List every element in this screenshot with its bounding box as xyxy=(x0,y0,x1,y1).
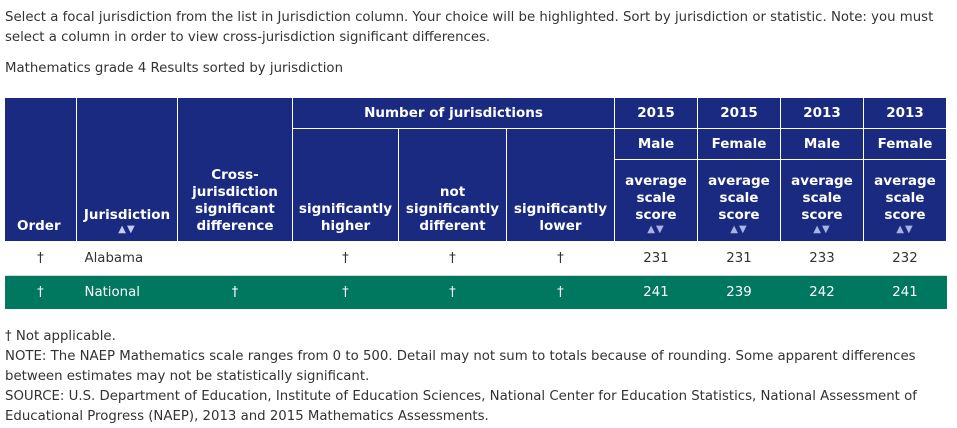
group-label: Female xyxy=(711,135,767,152)
group-header-1: Male xyxy=(614,128,698,160)
score-cell: 232 xyxy=(863,241,947,276)
jurisdiction-column-header[interactable]: Jurisdiction ▲▼ xyxy=(76,97,178,242)
stat-label: average scale score xyxy=(708,173,770,223)
year-label: 2015 xyxy=(637,104,675,121)
cross-jurisdiction-header-label: Cross-jurisdiction significant differenc… xyxy=(192,167,278,234)
group-header-2: Female xyxy=(697,128,781,160)
significantly-higher-label: significantly higher xyxy=(298,201,393,234)
year-header-4: 2013 xyxy=(863,97,947,129)
year-label: 2015 xyxy=(720,104,758,121)
significantly-lower-cell: † xyxy=(506,275,615,310)
group-label: Male xyxy=(637,135,675,152)
group-header-4: Female xyxy=(863,128,947,160)
significantly-lower-label: significantly lower xyxy=(513,201,608,234)
number-of-jurisdictions-header: Number of jurisdictions xyxy=(292,97,615,129)
table-row-alabama[interactable]: † Alabama † † † 231 231 233 232 xyxy=(4,241,947,276)
not-significantly-different-cell: † xyxy=(398,241,507,276)
sort-score-icon[interactable]: ▲▼ xyxy=(896,224,914,235)
stat-label: average scale score xyxy=(791,173,853,223)
order-cell: † xyxy=(4,275,77,310)
order-cell: † xyxy=(4,241,77,276)
year-label: 2013 xyxy=(886,104,924,121)
sort-score-icon[interactable]: ▲▼ xyxy=(647,224,665,235)
significantly-lower-cell: † xyxy=(506,241,615,276)
results-table: Order Jurisdiction ▲▼ Cross-jurisdiction… xyxy=(4,97,947,310)
cross-jurisdiction-cell xyxy=(177,241,293,276)
score-cell: 233 xyxy=(780,241,864,276)
year-header-1: 2015 xyxy=(614,97,698,129)
source-note: SOURCE: U.S. Department of Education, In… xyxy=(5,389,917,424)
score-cell: 241 xyxy=(614,275,698,310)
cross-jurisdiction-cell: † xyxy=(177,275,293,310)
table-row-national-focal[interactable]: † National † † † † 241 239 242 241 xyxy=(4,275,947,310)
group-header-3: Male xyxy=(780,128,864,160)
sort-jurisdiction-icon[interactable]: ▲▼ xyxy=(118,224,136,235)
score-cell: 231 xyxy=(614,241,698,276)
not-significantly-different-cell: † xyxy=(398,275,507,310)
group-label: Female xyxy=(877,135,933,152)
score-column-header-1[interactable]: average scale score ▲▼ xyxy=(614,159,698,242)
score-cell: 242 xyxy=(780,275,864,310)
cross-jurisdiction-column-header: Cross-jurisdiction significant differenc… xyxy=(177,97,293,242)
not-significantly-different-label: not significantly different xyxy=(405,184,500,234)
jurisdiction-cell[interactable]: National xyxy=(76,275,178,310)
significantly-lower-header: significantly lower xyxy=(506,128,615,242)
group-label: Male xyxy=(803,135,841,152)
table-footnotes: † Not applicable. NOTE: The NAEP Mathema… xyxy=(5,327,935,427)
significantly-higher-header: significantly higher xyxy=(292,128,399,242)
not-significantly-different-header: not significantly different xyxy=(398,128,507,242)
scale-note: NOTE: The NAEP Mathematics scale ranges … xyxy=(5,349,916,384)
not-applicable-note: † Not applicable. xyxy=(5,329,116,344)
jurisdiction-header-label: Jurisdiction xyxy=(83,207,171,223)
instructions-text: Select a focal jurisdiction from the lis… xyxy=(5,10,934,45)
stat-label: average scale score xyxy=(874,173,936,223)
score-cell: 231 xyxy=(697,241,781,276)
sort-score-icon[interactable]: ▲▼ xyxy=(730,224,748,235)
year-label: 2013 xyxy=(803,104,841,121)
order-column-header: Order xyxy=(4,97,77,242)
jurisdiction-cell[interactable]: Alabama xyxy=(76,241,178,276)
score-cell: 241 xyxy=(863,275,947,310)
year-header-3: 2013 xyxy=(780,97,864,129)
significantly-higher-cell: † xyxy=(292,241,399,276)
score-column-header-2[interactable]: average scale score ▲▼ xyxy=(697,159,781,242)
score-column-header-3[interactable]: average scale score ▲▼ xyxy=(780,159,864,242)
sort-score-icon[interactable]: ▲▼ xyxy=(813,224,831,235)
score-column-header-4[interactable]: average scale score ▲▼ xyxy=(863,159,947,242)
number-of-jurisdictions-label: Number of jurisdictions xyxy=(364,104,543,121)
year-header-2: 2015 xyxy=(697,97,781,129)
stat-label: average scale score xyxy=(625,173,687,223)
order-header-label: Order xyxy=(17,218,61,234)
score-cell: 239 xyxy=(697,275,781,310)
significantly-higher-cell: † xyxy=(292,275,399,310)
table-subtitle: Mathematics grade 4 Results sorted by ju… xyxy=(5,61,343,76)
